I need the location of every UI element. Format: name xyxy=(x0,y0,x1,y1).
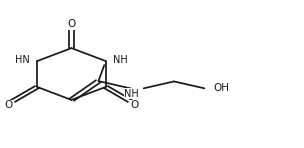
Text: O: O xyxy=(130,100,139,110)
Text: O: O xyxy=(4,100,12,110)
Text: O: O xyxy=(67,19,76,29)
Text: NH: NH xyxy=(124,89,139,99)
Text: OH: OH xyxy=(213,83,230,93)
Text: HN: HN xyxy=(15,55,29,65)
Text: NH: NH xyxy=(113,55,128,65)
